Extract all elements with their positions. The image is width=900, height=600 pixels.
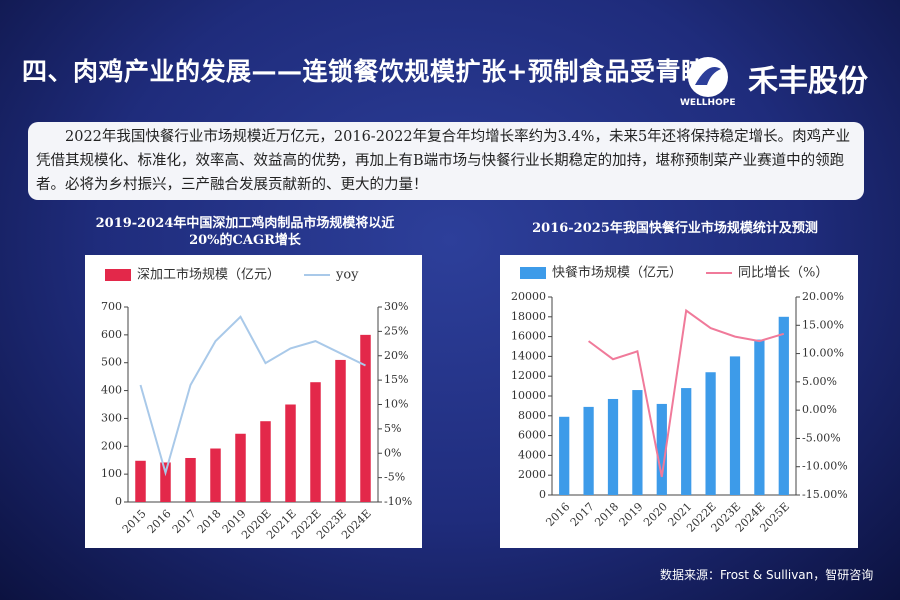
y2-tick-label: 15.00% [802, 318, 844, 331]
x-tick-label: 2018 [195, 507, 224, 536]
y-tick-label: 400 [101, 384, 122, 397]
bar [656, 403, 667, 495]
bar [310, 382, 321, 502]
bar [583, 406, 594, 495]
y2-tick-label: 30% [384, 300, 408, 313]
bar [754, 339, 765, 495]
logo-name: 禾丰股份 [748, 64, 868, 99]
y-tick-label: 2000 [518, 468, 546, 481]
logo-en: WELLHOPE [680, 98, 736, 108]
line-series [139, 315, 366, 477]
y-tick-label: 4000 [518, 448, 546, 461]
y2-tick-label: -15.00% [802, 488, 848, 501]
legend-label: yoy [335, 268, 359, 283]
bar [778, 316, 789, 495]
bar [729, 356, 741, 495]
y2-tick-label: 20% [384, 349, 408, 362]
logo-mark [688, 57, 728, 97]
y-tick-label: 14000 [511, 349, 546, 362]
bar [135, 460, 146, 502]
legend-label: 快餐市场规模（亿元） [552, 265, 682, 281]
bar [285, 404, 296, 502]
chart-title: 2016-2025年我国快餐行业市场规模统计及预测 [532, 221, 818, 236]
legend-swatch [520, 267, 546, 279]
y-tick-label: 20000 [511, 290, 546, 303]
y-tick-label: 700 [101, 300, 122, 313]
legend-label: 同比增长（%） [738, 266, 828, 281]
bar [360, 334, 371, 502]
y2-tick-label: 5.00% [802, 375, 837, 388]
paragraph: 2022年我国快餐行业市场规模近万亿元，2016-2022年复合年均增长率约为3… [28, 122, 864, 200]
bar [260, 421, 271, 502]
y2-tick-label: 5% [384, 422, 401, 435]
bar [210, 448, 221, 502]
legend-swatch [105, 269, 131, 281]
x-tick-label: 2016 [145, 507, 174, 536]
chart-panel: 0 2000 4000 6000 8000 10000 12000 14000 16000 180… [500, 255, 858, 548]
y2-tick-label: 0.00% [802, 403, 837, 416]
y-tick-label: 600 [101, 328, 122, 341]
y2-tick-label: -5.00% [802, 431, 841, 444]
y-tick-label: 500 [101, 356, 122, 369]
x-tick-label: 2018 [592, 500, 621, 529]
bar [235, 433, 246, 502]
y2-tick-label: -10% [384, 495, 412, 508]
chart-title: 2019-2024年中国深加工鸡肉制品市场规模将以近20%的CAGR增长 [95, 216, 395, 248]
y-tick-label: 200 [101, 439, 122, 452]
x-tick-label: 2017 [170, 507, 199, 536]
bar [559, 416, 570, 495]
x-tick-label: 2020 [641, 500, 670, 529]
bar [681, 388, 692, 495]
line-series [588, 308, 785, 478]
source: 数据来源：Frost & Sullivan，智研咨询 [660, 568, 874, 582]
bar [335, 359, 346, 502]
bar [705, 372, 716, 495]
legend-label: 深加工市场规模（亿元） [137, 267, 280, 283]
y-tick-label: 100 [101, 467, 122, 480]
y2-tick-label: -10.00% [802, 460, 848, 473]
y2-tick-label: 0% [384, 446, 401, 459]
y2-tick-label: -5% [384, 471, 405, 484]
y2-tick-label: 25% [384, 324, 408, 337]
x-tick-label: 2015 [120, 507, 149, 536]
y-tick-label: 10000 [511, 389, 546, 402]
bar [185, 457, 196, 502]
y-tick-label: 300 [101, 411, 122, 424]
bar [607, 398, 619, 495]
x-tick-label: 2016 [543, 500, 572, 529]
y-tick-label: 16000 [511, 330, 546, 343]
y-tick-label: 0 [115, 495, 122, 508]
x-tick-label: 2017 [568, 500, 597, 529]
y2-tick-label: 10.00% [802, 347, 844, 360]
y2-tick-label: 15% [384, 373, 408, 386]
y-tick-label: 12000 [511, 369, 546, 382]
y-tick-label: 0 [539, 488, 546, 501]
bar [632, 390, 643, 495]
y-tick-label: 6000 [518, 429, 546, 442]
bar [160, 462, 171, 502]
y2-tick-label: 20.00% [802, 290, 844, 303]
x-tick-label: 2019 [617, 500, 646, 529]
y-tick-label: 8000 [518, 409, 546, 422]
chart-panel: 0 100 200 300 400 500 600 700 -10% -5% 0% 5% 10% 15% 2… [85, 255, 422, 548]
y-tick-label: 18000 [511, 310, 546, 323]
slide-title: 四、肉鸡产业的发展——连锁餐饮规模扩张+预制食品受青睐 [22, 57, 707, 86]
y2-tick-label: 10% [384, 398, 408, 411]
